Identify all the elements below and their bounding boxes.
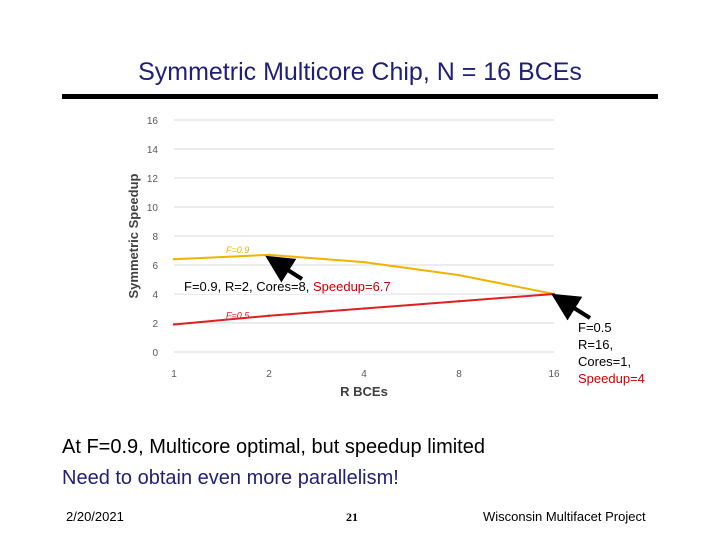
y-axis-label: Symmetric Speedup [126, 173, 141, 298]
slide-title: Symmetric Multicore Chip, N = 16 BCEs [138, 58, 582, 86]
annotation-single-core-r: R=16, [578, 337, 614, 352]
annotation-single-core-speedup: Speedup=4 [578, 371, 645, 386]
series-f-0-9-point [362, 260, 366, 264]
x-tick-label: 1 [171, 369, 177, 380]
y-tick-label: 8 [152, 232, 158, 243]
annotation-single-core-f: F=0.5 [578, 320, 612, 335]
x-tick-label: 4 [361, 369, 367, 380]
footer-project: Wisconsin Multifacet Project [483, 509, 646, 524]
y-tick-label: 14 [147, 145, 159, 156]
annotation-optimal-prefix: F=0.9, R=2, Cores=8, [184, 279, 313, 294]
bullet-2: Need to obtain even more parallelism! [62, 467, 399, 489]
series-f-0-5-point [457, 300, 461, 303]
series-f-0-9-label: F=0.9 [226, 245, 249, 255]
y-tick-label: 2 [152, 319, 158, 330]
x-tick-label: 8 [456, 369, 462, 380]
x-tick-label: 2 [266, 369, 272, 380]
series-f-0-5-label: F=0.5 [226, 310, 250, 320]
x-axis-label: R BCEs [340, 384, 388, 399]
annotation-optimal-speedup: Speedup=6.7 [312, 279, 391, 294]
series-f-0-9-point [267, 253, 271, 257]
y-tick-label: 6 [152, 261, 158, 272]
title-underline [62, 94, 658, 99]
x-tick-label: 16 [548, 369, 560, 380]
annotation-single-core: F=0.5 R=16, Cores=1, Speedup=4 [578, 319, 645, 387]
y-tick-label: 12 [147, 174, 159, 185]
series-f-0-5-point [552, 292, 556, 296]
series-f-0-9-point [457, 273, 461, 277]
y-tick-label: 16 [147, 116, 159, 127]
annotation-optimal: F=0.9, R=2, Cores=8, Speedup=6.7 [184, 279, 391, 294]
footer-page-number: 21 [346, 510, 358, 524]
y-tick-label: 4 [152, 290, 158, 301]
bullet-1: At F=0.9, Multicore optimal, but speedup… [62, 436, 485, 458]
series-f-0-9-point [172, 258, 176, 261]
bullet-list: At F=0.9, Multicore optimal, but speedup… [62, 432, 485, 494]
series-f-0-5-point [172, 323, 176, 326]
series-f-0-5-point [267, 314, 271, 317]
y-tick-label: 0 [152, 348, 158, 359]
annotation-single-core-cores: Cores=1, [578, 354, 632, 369]
footer-date: 2/20/2021 [66, 509, 124, 524]
series-f-0-5-point [362, 307, 366, 310]
y-tick-label: 10 [147, 203, 159, 214]
